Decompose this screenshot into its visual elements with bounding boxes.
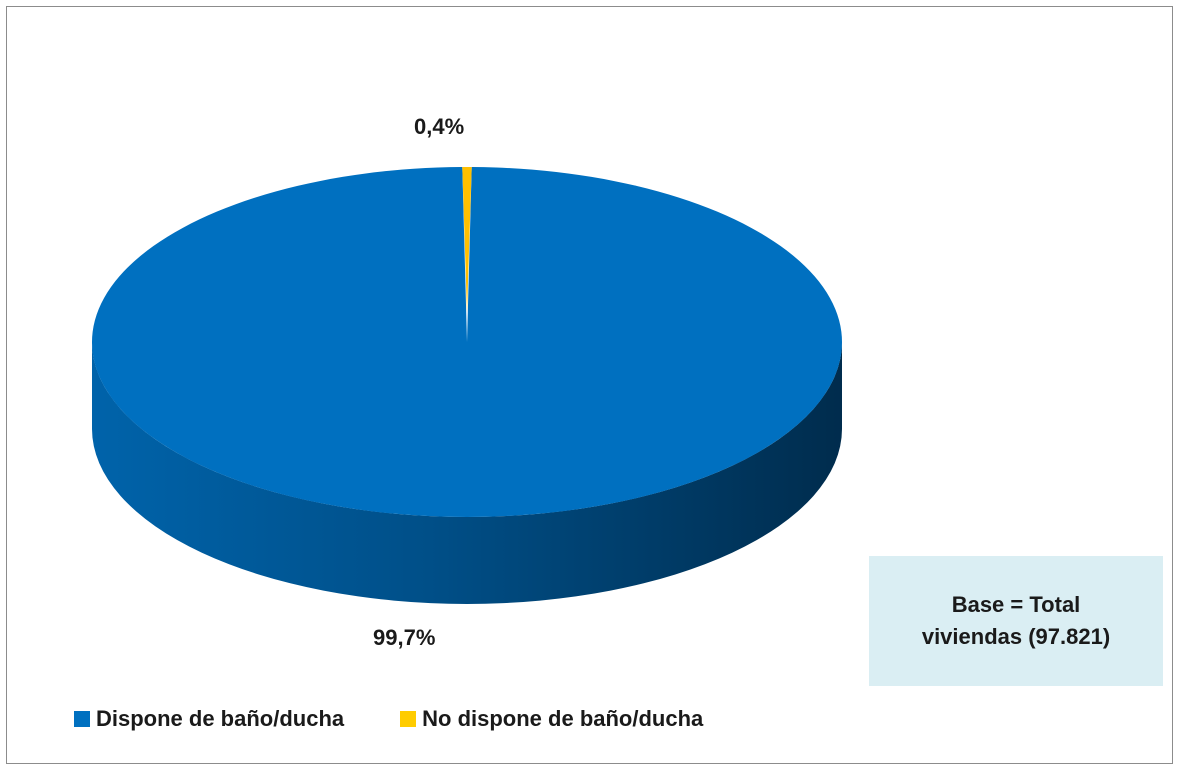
legend-label-dispone: Dispone de baño/ducha xyxy=(96,706,345,731)
legend: Dispone de baño/ducha No dispone de baño… xyxy=(74,706,703,732)
data-label-no-dispone: 0,4% xyxy=(414,114,465,139)
legend-item-no-dispone: No dispone de baño/ducha xyxy=(400,706,703,732)
data-label-dispone: 99,7% xyxy=(373,625,436,650)
base-note-box: Base = Total viviendas (97.821) xyxy=(869,556,1163,686)
legend-swatch-no-dispone xyxy=(400,711,417,727)
pie-slice-no-dispone xyxy=(462,167,472,312)
base-note-text: Base = Total viviendas (97.821) xyxy=(921,592,1111,649)
pie-side-wall xyxy=(92,342,842,604)
legend-label-no-dispone: No dispone de baño/ducha xyxy=(422,706,704,731)
pie-slice-dispone xyxy=(92,167,842,517)
legend-swatch-dispone xyxy=(74,711,90,727)
legend-item-dispone: Dispone de baño/ducha xyxy=(74,706,344,732)
